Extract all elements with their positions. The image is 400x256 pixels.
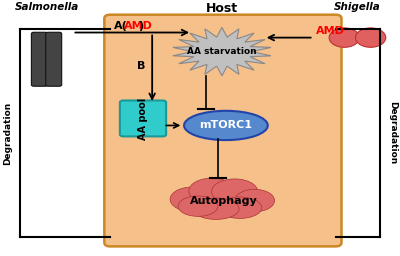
Ellipse shape [178,196,218,216]
FancyBboxPatch shape [104,15,342,246]
Circle shape [356,28,386,47]
Ellipse shape [189,178,235,204]
Text: Degradation: Degradation [388,101,397,165]
Ellipse shape [218,197,262,218]
Text: Salmonella: Salmonella [14,2,79,12]
Ellipse shape [170,187,214,211]
FancyBboxPatch shape [46,32,62,86]
Ellipse shape [184,111,268,140]
Circle shape [329,28,360,47]
Text: AA starvation: AA starvation [187,47,257,56]
Text: Shigella: Shigella [334,2,381,12]
Text: Degradation: Degradation [3,101,12,165]
Text: AMD: AMD [316,26,344,36]
Text: AA pool: AA pool [138,98,148,140]
Text: A(: A( [114,21,128,31]
Polygon shape [173,27,271,76]
Text: AMD: AMD [124,21,153,31]
Ellipse shape [235,189,274,212]
Ellipse shape [212,179,258,204]
Text: ): ) [138,21,143,31]
Text: B: B [137,61,145,71]
Text: mTORC1: mTORC1 [200,121,252,131]
Text: Host: Host [206,2,238,15]
FancyBboxPatch shape [31,32,47,86]
Text: Autophagy: Autophagy [190,196,258,206]
Ellipse shape [193,198,239,219]
FancyBboxPatch shape [120,101,166,136]
